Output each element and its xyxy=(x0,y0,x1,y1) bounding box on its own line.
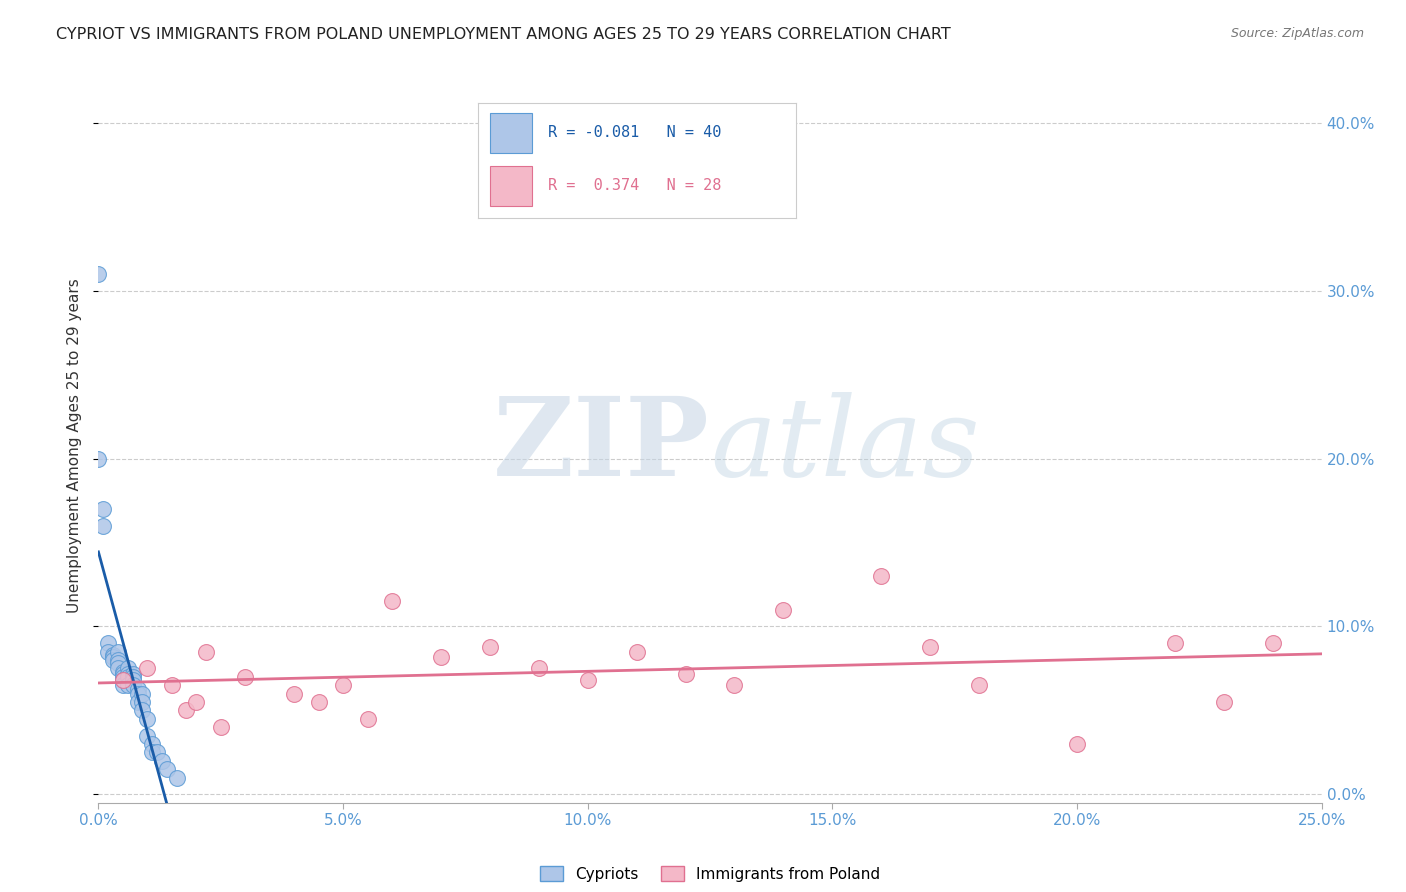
Point xyxy=(576,673,599,688)
Point xyxy=(111,678,134,692)
Point xyxy=(127,695,149,709)
Point xyxy=(121,670,143,684)
Point xyxy=(136,661,159,675)
Point xyxy=(1066,737,1088,751)
Point xyxy=(127,681,149,696)
Point xyxy=(141,746,163,760)
Point xyxy=(146,746,169,760)
Point xyxy=(527,661,550,675)
Point xyxy=(150,754,173,768)
Point xyxy=(967,678,990,692)
Point xyxy=(91,502,114,516)
Legend: Cypriots, Immigrants from Poland: Cypriots, Immigrants from Poland xyxy=(533,860,887,888)
Point xyxy=(121,673,143,688)
Point xyxy=(101,648,124,662)
Point xyxy=(131,687,153,701)
Point xyxy=(430,649,453,664)
Point xyxy=(283,687,305,701)
Point xyxy=(87,267,110,281)
Point xyxy=(141,737,163,751)
Point xyxy=(209,720,232,734)
Point xyxy=(870,569,893,583)
Point xyxy=(97,636,120,650)
Point xyxy=(131,695,153,709)
Point xyxy=(121,678,143,692)
Point xyxy=(107,661,129,675)
Point xyxy=(920,640,942,654)
Point xyxy=(186,695,208,709)
Point xyxy=(91,518,114,533)
Point xyxy=(308,695,330,709)
Point xyxy=(381,594,404,608)
Point xyxy=(111,665,134,679)
Point xyxy=(107,645,129,659)
Text: atlas: atlas xyxy=(710,392,980,500)
Point xyxy=(87,451,110,466)
Point xyxy=(156,762,179,776)
Point xyxy=(101,649,124,664)
Point xyxy=(117,678,139,692)
Point xyxy=(166,771,188,785)
Point xyxy=(107,657,129,671)
Point xyxy=(97,645,120,659)
Text: CYPRIOT VS IMMIGRANTS FROM POLAND UNEMPLOYMENT AMONG AGES 25 TO 29 YEARS CORRELA: CYPRIOT VS IMMIGRANTS FROM POLAND UNEMPL… xyxy=(56,27,950,42)
Point xyxy=(127,687,149,701)
Point xyxy=(356,712,378,726)
Point xyxy=(1261,636,1284,650)
Point xyxy=(723,678,745,692)
Point xyxy=(111,673,134,688)
Point xyxy=(117,661,139,675)
Point xyxy=(111,673,134,688)
Point xyxy=(117,670,139,684)
Point xyxy=(675,666,697,681)
Point xyxy=(117,666,139,681)
Y-axis label: Unemployment Among Ages 25 to 29 years: Unemployment Among Ages 25 to 29 years xyxy=(67,278,83,614)
Point xyxy=(1212,695,1234,709)
Point xyxy=(131,703,153,717)
Point xyxy=(332,678,354,692)
Text: Source: ZipAtlas.com: Source: ZipAtlas.com xyxy=(1230,27,1364,40)
Point xyxy=(176,703,198,717)
Text: ZIP: ZIP xyxy=(494,392,710,500)
Point xyxy=(136,712,159,726)
Point xyxy=(111,666,134,681)
Point xyxy=(233,670,256,684)
Point xyxy=(121,666,143,681)
Point xyxy=(1164,636,1187,650)
Point xyxy=(195,645,218,659)
Point xyxy=(772,603,794,617)
Point xyxy=(136,729,159,743)
Point xyxy=(478,640,501,654)
Point xyxy=(626,645,648,659)
Point xyxy=(111,670,134,684)
Point xyxy=(160,678,183,692)
Point xyxy=(101,653,124,667)
Point xyxy=(107,653,129,667)
